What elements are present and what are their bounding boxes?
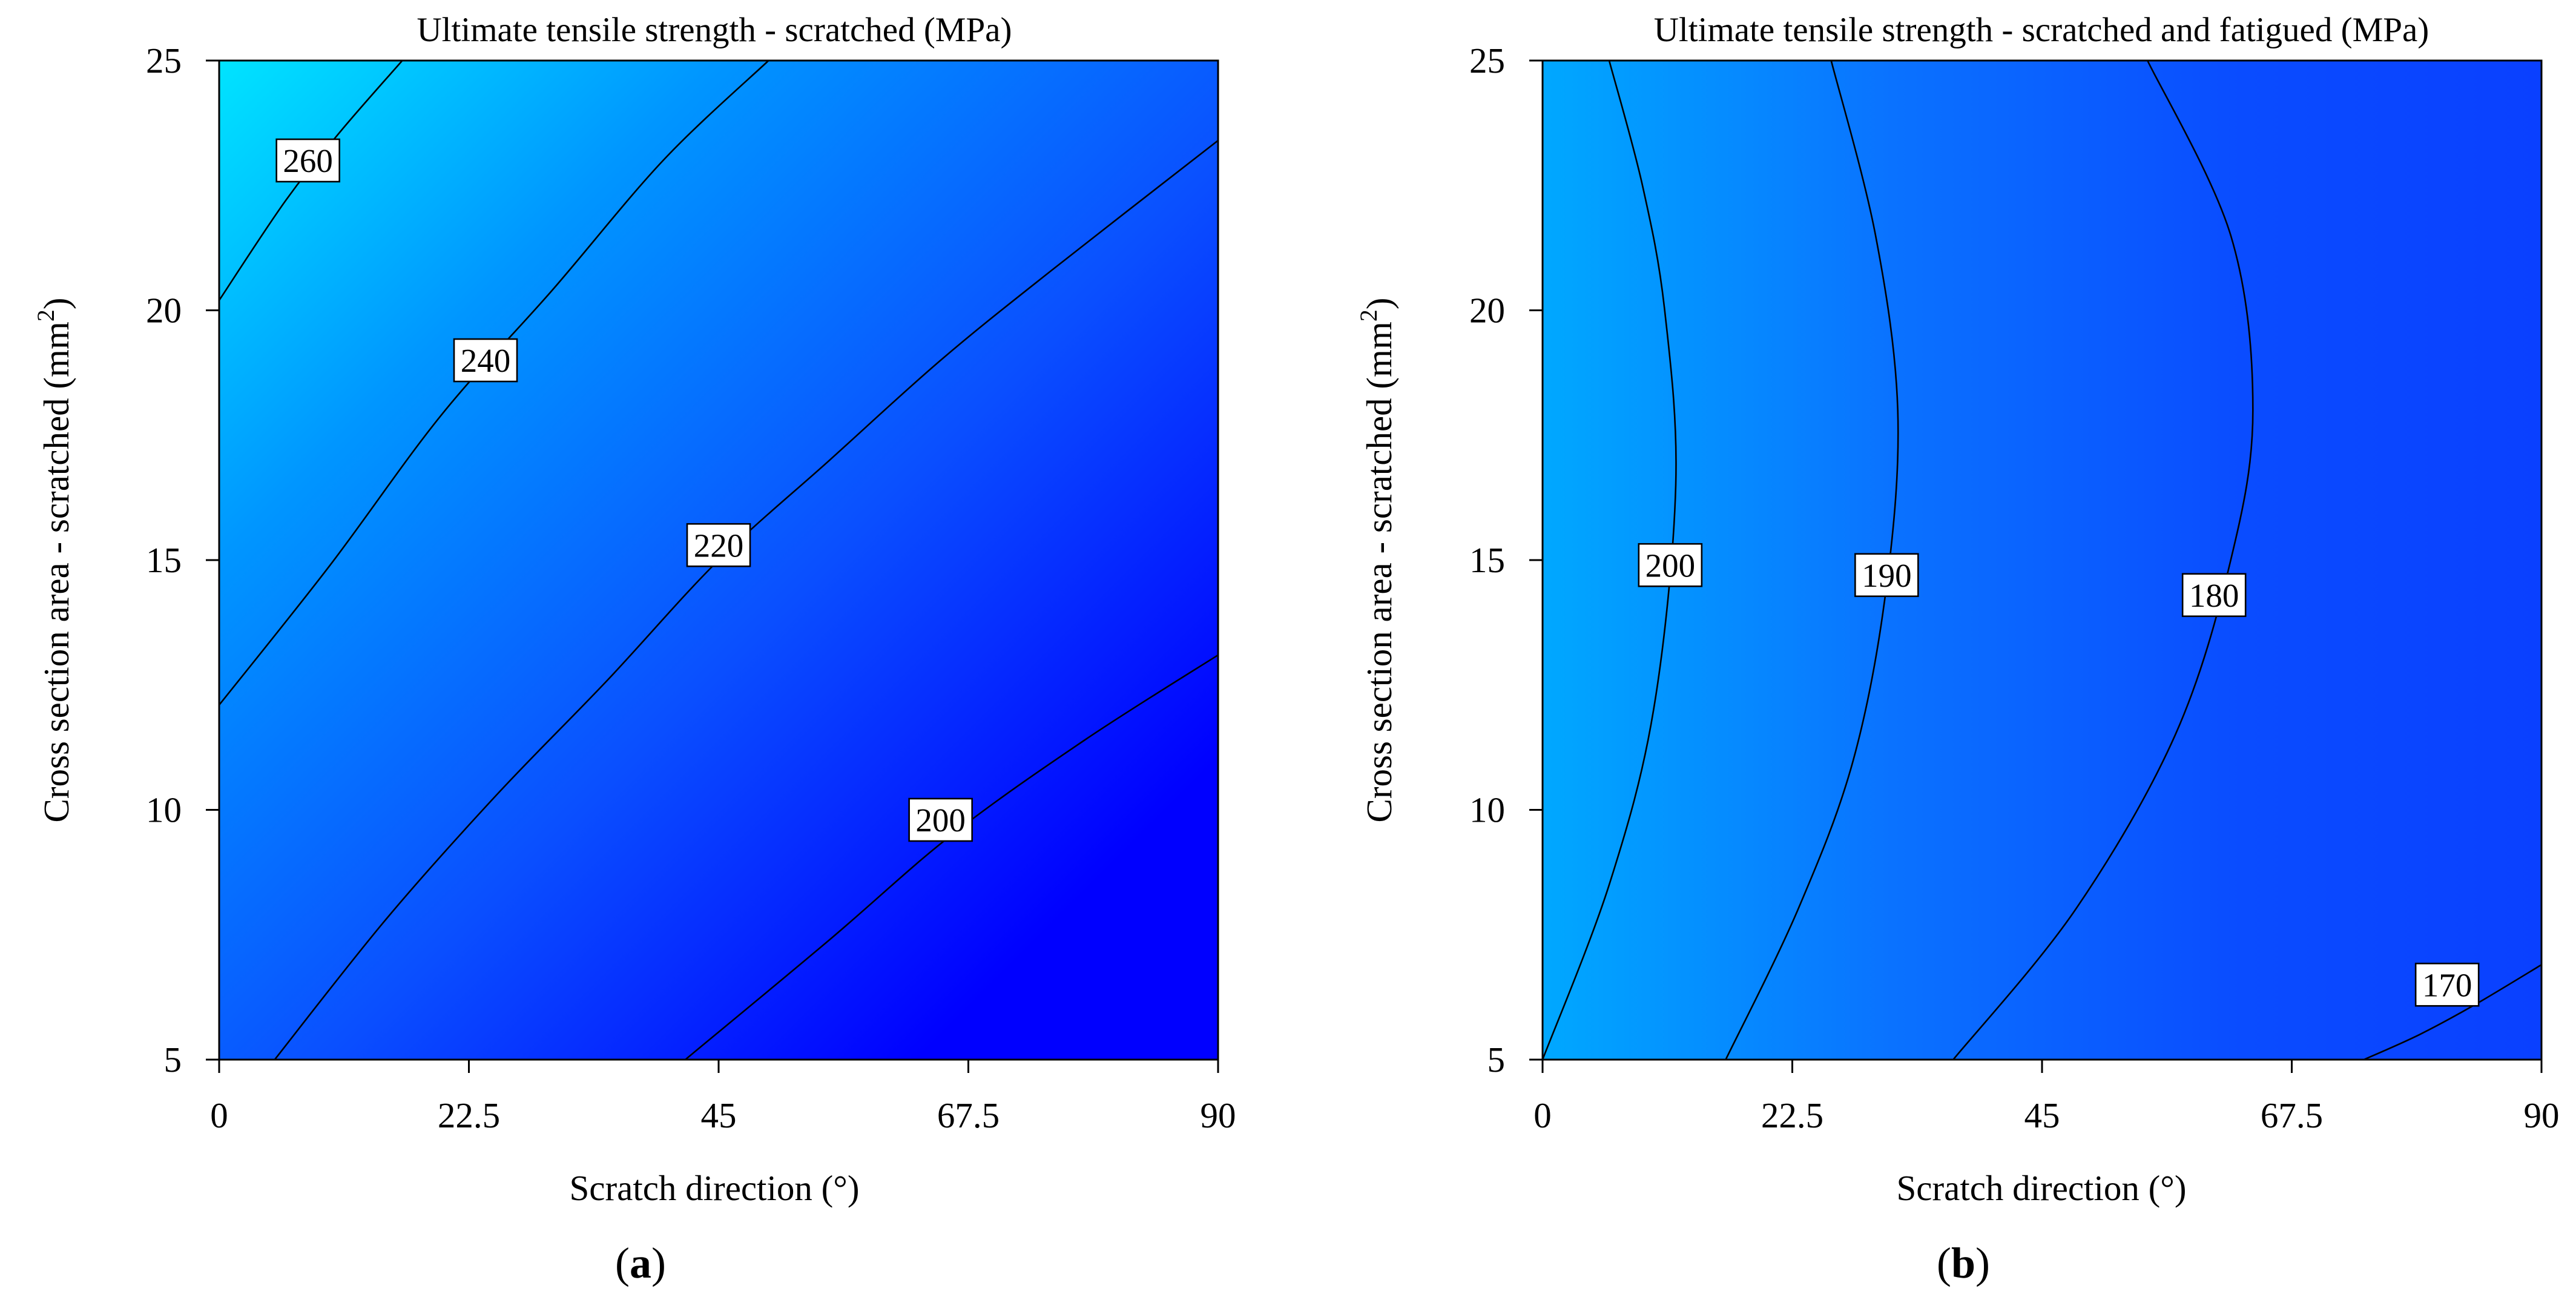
- chart-b-y-label-end: ): [1359, 298, 1399, 310]
- chart-b-contour-180: [1952, 60, 2254, 1060]
- chart-a-x-tick-label: 0: [210, 1095, 228, 1135]
- chart-b-contour-label-box-180: [2181, 573, 2247, 618]
- chart-a-y-tick-label: 10: [146, 790, 182, 830]
- chart-b-contour-label-box-170: [2414, 962, 2480, 1007]
- chart-b-y-axis: 5 10 15 20 25: [1469, 41, 1543, 1080]
- chart-b-panel-label: (b): [1937, 1239, 1990, 1287]
- chart-a-contour-label-220: 220: [694, 527, 744, 564]
- chart-a-contour-label-box-240: [453, 338, 518, 383]
- chart-b-x-axis-label: Scratch direction (°): [1896, 1168, 2186, 1208]
- chart-a-y-tick-label: 25: [146, 41, 182, 81]
- chart-panel-b: Ultimate tensile strength - scratched an…: [1355, 11, 2560, 1287]
- chart-a-x-tick-label: 45: [701, 1095, 737, 1135]
- chart-b-contour-170: [2364, 964, 2542, 1061]
- chart-a-x-tick-label: 22.5: [438, 1095, 500, 1135]
- chart-b-contour-label-box-190: [1854, 553, 1919, 598]
- chart-b-y-axis-label: Cross section area - scratched (mm2): [1355, 298, 1399, 823]
- chart-a-y-label-main: Cross section area - scratched (mm: [36, 322, 76, 822]
- chart-b-contour-labels: 200 190 180 170: [1638, 543, 2480, 1007]
- chart-b-y-tick-label: 25: [1469, 41, 1505, 81]
- chart-b-y-tick-label: 5: [1487, 1040, 1506, 1080]
- chart-b-contour-label-180: 180: [2189, 577, 2239, 614]
- chart-b-y-tick-label: 15: [1469, 540, 1505, 580]
- chart-a-contour-label-260: 260: [283, 142, 333, 179]
- chart-a-x-tick-label: 67.5: [937, 1095, 1000, 1135]
- chart-b-y-label-sup: 2: [1355, 309, 1382, 322]
- chart-b-title: Ultimate tensile strength - scratched an…: [1654, 11, 2429, 49]
- chart-panel-a: Ultimate tensile strength - scratched (M…: [32, 11, 1236, 1287]
- chart-a-y-label-end: ): [36, 298, 76, 310]
- chart-a-title: Ultimate tensile strength - scratched (M…: [417, 11, 1012, 49]
- chart-a-contour-label-box-260: [275, 138, 340, 183]
- chart-b-plot-area: [1543, 61, 2541, 1060]
- chart-a-contour-label-box-220: [686, 523, 751, 567]
- chart-b-x-tick-label: 0: [1533, 1095, 1552, 1135]
- chart-b-contour-label-190: 190: [1862, 557, 1912, 594]
- chart-a-y-axis-label: Cross section area - scratched (mm2): [32, 298, 76, 823]
- chart-a-y-label-sup: 2: [32, 309, 59, 322]
- chart-a-y-axis: 5 10 15 20 25: [146, 41, 219, 1080]
- chart-a-x-tick-label: 90: [1201, 1095, 1236, 1135]
- chart-b-x-tick-label: 45: [2024, 1095, 2060, 1135]
- chart-b-contour-label-200: 200: [1645, 547, 1696, 584]
- chart-b-y-label-main: Cross section area - scratched (mm: [1359, 322, 1399, 822]
- chart-a-panel-label: (a): [615, 1239, 666, 1287]
- chart-a-contour-label-240: 240: [461, 342, 511, 379]
- chart-b-x-tick-label: 22.5: [1761, 1095, 1823, 1135]
- chart-a-y-tick-label: 5: [164, 1040, 182, 1080]
- chart-a-x-axis: 0 22.5 45 67.5 90: [210, 1060, 1236, 1135]
- chart-b-y-tick-label: 20: [1469, 291, 1505, 331]
- chart-b-x-tick-label: 90: [2524, 1095, 2560, 1135]
- chart-b-x-axis: 0 22.5 45 67.5 90: [1533, 1060, 2560, 1135]
- chart-b-y-tick-label: 10: [1469, 790, 1505, 830]
- chart-a-contour-label-box-200: [908, 797, 973, 842]
- chart-b-contour-200: [1541, 60, 1677, 1060]
- chart-a-x-axis-label: Scratch direction (°): [569, 1168, 859, 1208]
- chart-a-contour-labels: 260 240 220 200: [275, 138, 973, 842]
- chart-b-x-tick-label: 67.5: [2261, 1095, 2323, 1135]
- chart-b-contour-label-box-200: [1638, 543, 1703, 587]
- chart-a-y-tick-label: 20: [146, 291, 182, 331]
- chart-a-y-tick-label: 15: [146, 540, 182, 580]
- chart-b-contour-label-170: 170: [2422, 966, 2472, 1003]
- chart-a-contour-label-200: 200: [915, 802, 966, 839]
